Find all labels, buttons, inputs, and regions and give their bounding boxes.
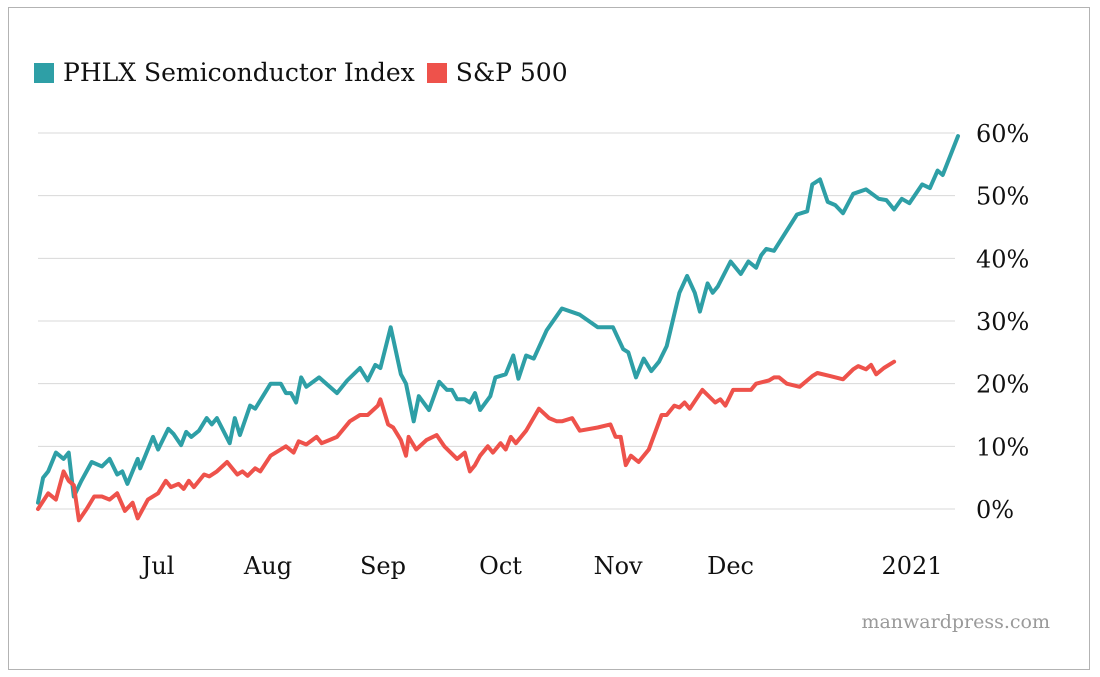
x-tick-label: Aug	[243, 552, 292, 580]
legend-item-sp500: S&P 500	[426, 58, 568, 87]
y-tick-label: 60%	[976, 120, 1029, 148]
legend-item-semiconductor: PHLX Semiconductor Index	[34, 58, 415, 87]
legend-label-semiconductor: PHLX Semiconductor Index	[63, 58, 415, 87]
y-tick-label: 30%	[976, 308, 1029, 336]
y-tick-label: 10%	[976, 433, 1029, 461]
series-line-semiconductor	[36, 134, 960, 505]
series-lines	[36, 134, 960, 523]
chart-frame	[8, 7, 1090, 670]
x-tick-label: Jul	[139, 552, 175, 580]
y-tick-label: 50%	[976, 183, 1029, 211]
y-tick-label: 20%	[976, 371, 1029, 399]
y-tick-label: 0%	[976, 496, 1014, 524]
legend-label-sp500: S&P 500	[455, 58, 568, 87]
x-tick-label: Dec	[707, 552, 754, 580]
y-tick-label: 40%	[976, 245, 1029, 273]
watermark: manwardpress.com	[861, 611, 1050, 633]
legend-swatch-sp500	[426, 62, 447, 83]
y-axis-ticks: 0% 10% 20% 30% 40% 50% 60%	[976, 120, 1029, 524]
x-tick-label: Sep	[360, 552, 406, 580]
gridlines	[38, 132, 955, 510]
x-tick-label: Nov	[594, 552, 643, 580]
legend-swatch-semiconductor	[34, 62, 54, 83]
x-tick-label: Oct	[479, 552, 522, 580]
legend: PHLX Semiconductor Index S&P 500	[34, 58, 580, 87]
x-tick-label: 2021	[881, 552, 942, 580]
series-line-sp500	[36, 359, 897, 523]
x-axis-ticks: Jul Aug Sep Oct Nov Dec 2021	[139, 552, 943, 580]
